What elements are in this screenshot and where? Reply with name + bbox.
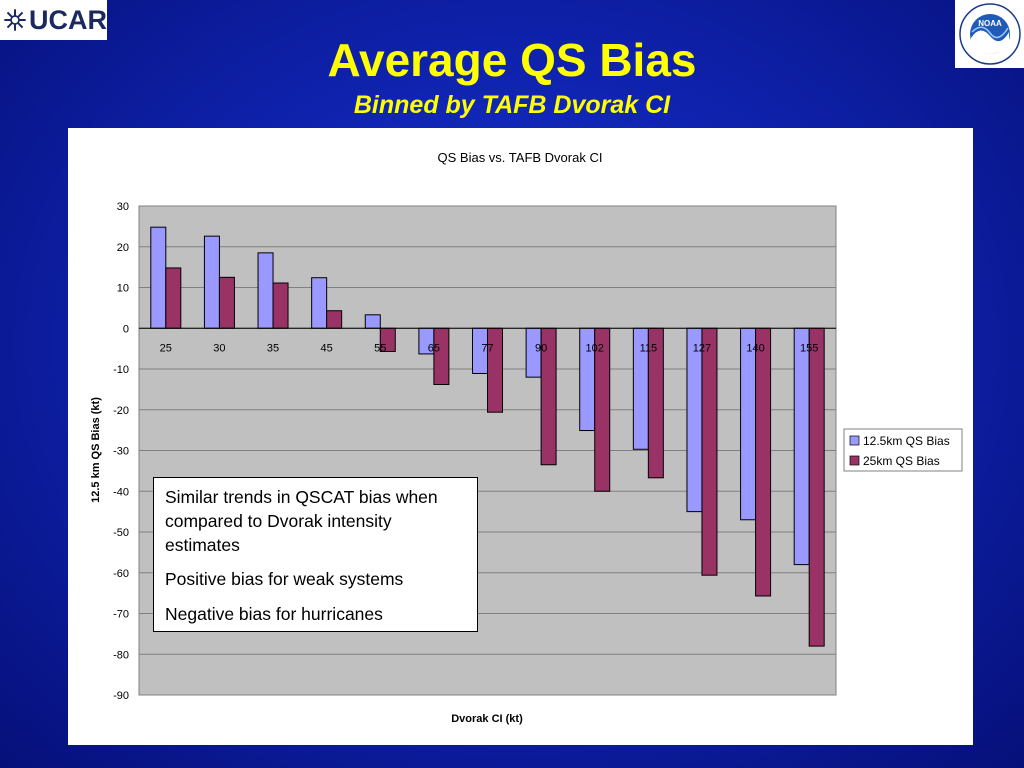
bar-12km — [686, 327, 703, 513]
x-tick-label: 30 — [213, 342, 225, 354]
bar-12km — [203, 235, 220, 329]
ucar-logo: UCAR — [0, 0, 107, 40]
y-tick-label: 30 — [117, 201, 129, 213]
x-tick-label: 45 — [321, 342, 333, 354]
x-tick-label: 115 — [640, 342, 658, 354]
x-tick-label: 102 — [586, 342, 604, 354]
slide-subtitle: Binned by TAFB Dvorak CI — [353, 91, 671, 119]
bar-25km — [487, 327, 503, 413]
chart-panel: QS Bias vs. TAFB Dvorak CI 30 20 10 0 -10 -20… — [68, 128, 973, 745]
noaa-seal-text: NOAA — [978, 19, 1002, 28]
x-tick-label: 55 — [374, 342, 386, 354]
x-tick-label: 25 — [160, 342, 172, 354]
bias-chart: QS Bias vs. TAFB Dvorak CI 30 20 10 0 -10 -20… — [90, 150, 963, 725]
y-tick-label: -30 — [113, 446, 129, 458]
bar-25km — [755, 327, 772, 597]
y-tick-label: 10 — [117, 283, 129, 295]
y-tick-label: -90 — [113, 690, 129, 702]
bar-25km — [326, 310, 343, 329]
x-tick-label: 155 — [800, 342, 818, 354]
legend-box — [843, 428, 963, 472]
y-tick-label: -70 — [113, 609, 129, 621]
x-tick-label: 65 — [428, 342, 440, 354]
chart-title: QS Bias vs. TAFB Dvorak CI — [438, 150, 603, 165]
bar-25km — [433, 327, 450, 385]
bar-12km — [257, 252, 274, 329]
bar-25km — [272, 282, 289, 329]
x-tick-label: 127 — [693, 342, 711, 354]
x-tick-labels: 25 30 35 45 55 65 77 90 102 115 127 140 155 — [160, 342, 819, 354]
bar-12km — [740, 327, 757, 521]
bars — [150, 226, 825, 647]
y-tick-label: 20 — [117, 242, 129, 254]
bar-25km — [165, 267, 182, 329]
y-tick-label: -10 — [113, 364, 129, 376]
y-tick-label: 0 — [123, 323, 129, 335]
noaa-logo: NOAA — [955, 0, 1024, 68]
bar-12km — [150, 226, 167, 329]
x-tick-label: 35 — [267, 342, 279, 354]
slide-title: Average QS Bias — [327, 34, 697, 86]
y-tick-label: -80 — [113, 649, 129, 661]
bar-12km — [311, 277, 328, 329]
bar-25km — [808, 327, 825, 647]
y-tick-label: -60 — [113, 568, 129, 580]
bar-25km — [218, 276, 235, 329]
legend-swatch-12km — [849, 435, 860, 446]
legend-label-25km: 25km QS Bias — [863, 454, 940, 468]
legend-label-12km: 12.5km QS Bias — [863, 434, 950, 448]
callout-box: Similar trends in QSCAT bias when compar… — [153, 477, 478, 632]
noaa-seal-icon: NOAA — [958, 3, 1021, 65]
bar-12km — [364, 314, 381, 329]
callout-line-negative: Negative bias for hurricanes — [165, 604, 383, 624]
callout-line-positive: Positive bias for weak systems — [165, 569, 404, 589]
y-axis-label: 12.5 km QS Bias (kt) — [90, 397, 102, 503]
y-tick-labels: 30 20 10 0 -10 -20 -30 -40 -50 -60 -70 -80 -90 — [113, 201, 129, 702]
y-tick-label: -50 — [113, 527, 129, 539]
legend-swatch-25km — [849, 455, 860, 466]
legend: 12.5km QS Bias 25km QS Bias — [843, 428, 963, 472]
x-axis-label: Dvorak CI (kt) — [451, 713, 523, 725]
bar-25km — [701, 327, 718, 576]
ucar-star-icon — [4, 9, 26, 31]
ucar-wordmark: UCAR — [29, 4, 107, 35]
callout-line-trends: Similar trends in QSCAT bias when compar… — [165, 487, 438, 555]
bar-12km — [793, 327, 810, 566]
y-tick-label: -40 — [113, 486, 129, 498]
x-tick-label: 90 — [535, 342, 547, 354]
x-tick-label: 140 — [746, 342, 764, 354]
y-tick-label: -20 — [113, 405, 129, 417]
x-tick-label: 77 — [481, 342, 493, 354]
